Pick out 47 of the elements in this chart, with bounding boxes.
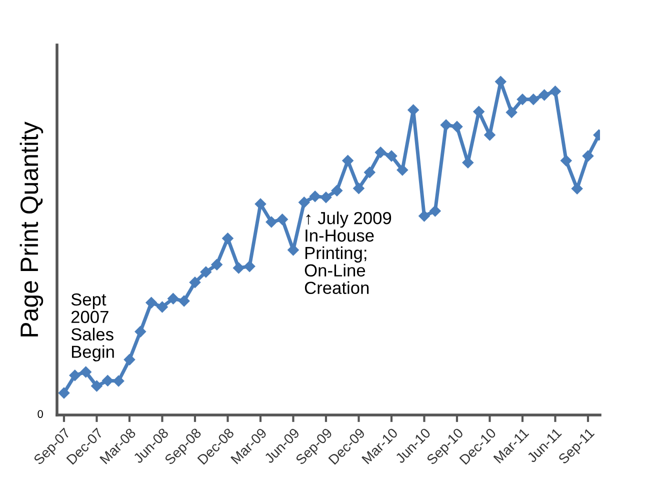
point (516, 94, 528, 105)
point (233, 262, 244, 274)
point (353, 182, 364, 194)
annotation: Sept 2007 Sales Begin (71, 293, 114, 362)
point (80, 366, 92, 378)
point (276, 214, 288, 225)
point (320, 192, 332, 203)
point (374, 146, 386, 158)
point (451, 121, 463, 132)
point (298, 196, 310, 208)
annotation: ↑ July 2009 In-House Printing; On-Line Creation (304, 212, 392, 294)
point (91, 380, 102, 392)
point (506, 106, 518, 118)
point (331, 185, 343, 196)
point (112, 375, 124, 387)
point (582, 150, 594, 162)
point (69, 370, 81, 381)
point (189, 276, 201, 288)
point (430, 205, 441, 217)
point (254, 198, 266, 210)
point (560, 155, 572, 166)
point (396, 164, 408, 176)
y-axis-title: Page Print Quantity (20, 122, 44, 336)
point (418, 210, 430, 222)
point (386, 150, 398, 162)
point (168, 293, 179, 304)
point (222, 232, 234, 244)
point (550, 86, 561, 97)
point (102, 375, 114, 386)
point (342, 155, 354, 166)
point (134, 326, 146, 338)
text: 0 (38, 410, 43, 418)
point (200, 266, 212, 278)
point (266, 216, 278, 228)
point (364, 166, 376, 178)
point (440, 119, 452, 131)
point (538, 89, 550, 101)
point (211, 259, 222, 270)
point (124, 354, 136, 366)
point (528, 94, 540, 105)
point (178, 295, 190, 307)
point (58, 387, 70, 399)
point (571, 183, 583, 194)
point (146, 297, 157, 308)
point (244, 260, 256, 272)
point (309, 190, 321, 202)
point (156, 301, 168, 313)
